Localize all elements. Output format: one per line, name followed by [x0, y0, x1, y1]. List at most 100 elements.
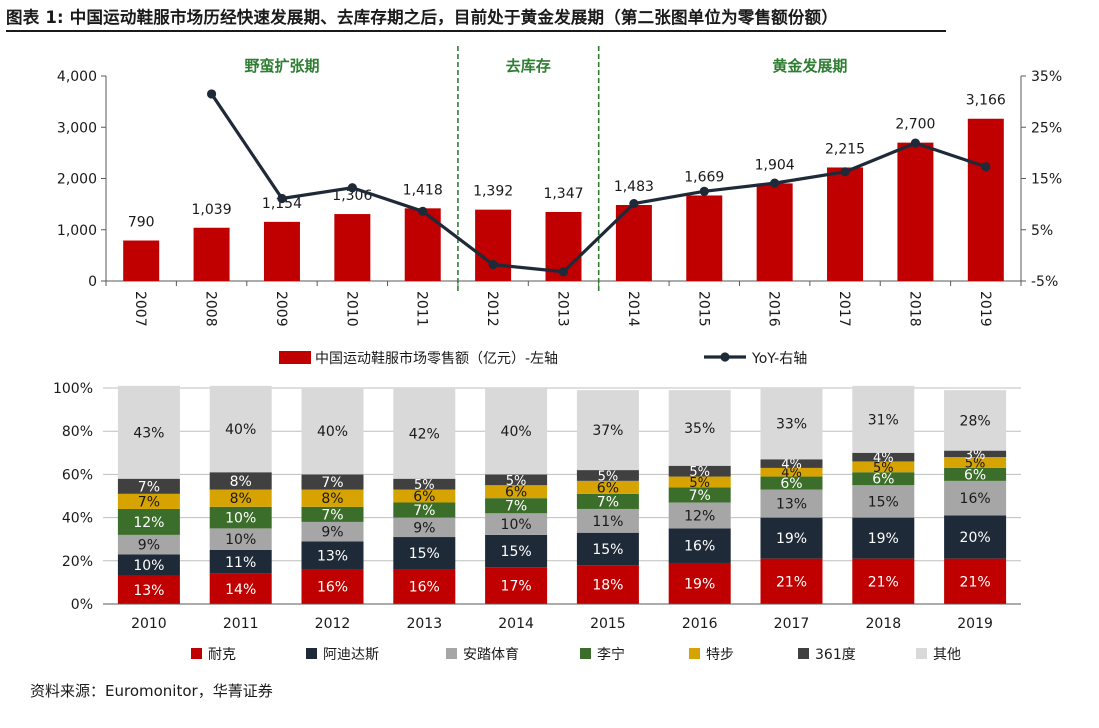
- yoy-point: [629, 199, 639, 209]
- share-segment: [485, 567, 548, 604]
- share-data-label: 13%: [317, 548, 348, 564]
- left-tick-label: 3,000: [57, 120, 97, 136]
- sales-bar: [193, 227, 230, 281]
- share-data-label: 16%: [960, 491, 991, 507]
- x-tick-label: 2014: [498, 616, 534, 632]
- legend-swatch-sales: [279, 351, 311, 364]
- yoy-point: [840, 167, 850, 177]
- share-segment: [209, 506, 272, 529]
- share-data-label: 6%: [597, 480, 619, 496]
- share-segment: [301, 569, 364, 604]
- share-data-label: 40%: [225, 422, 256, 438]
- share-segment: [209, 472, 272, 490]
- share-segment: [944, 457, 1007, 468]
- share-segment: [668, 465, 731, 477]
- share-segment: [117, 508, 180, 535]
- share-segment: [944, 558, 1007, 604]
- legend-swatch: [689, 648, 700, 659]
- share-segment: [301, 388, 364, 475]
- share-data-label: 5%: [689, 465, 710, 480]
- legend-label: 其他: [933, 647, 961, 663]
- share-segment: [668, 528, 731, 563]
- share-data-label: 10%: [225, 511, 256, 527]
- share-data-label: 6%: [413, 489, 435, 505]
- share-data-label: 7%: [321, 475, 343, 491]
- share-segment: [485, 388, 548, 475]
- share-data-label: 7%: [689, 488, 711, 504]
- share-segment: [944, 450, 1007, 458]
- share-data-label: 5%: [965, 457, 986, 472]
- share-segment: [393, 517, 456, 538]
- share-segment: [576, 480, 639, 494]
- share-segment: [760, 476, 823, 490]
- share-data-label: 7%: [505, 499, 527, 515]
- left-tick-label: 0: [88, 274, 97, 290]
- share-data-label: 9%: [321, 525, 343, 541]
- share-data-label: 12%: [684, 508, 715, 524]
- share-segment: [576, 532, 639, 566]
- share-segment: [668, 487, 731, 503]
- left-tick-label: 4,000: [57, 69, 97, 85]
- share-segment: [301, 521, 364, 542]
- share-data-label: 19%: [776, 531, 807, 547]
- share-data-label: 15%: [501, 544, 532, 560]
- share-segment: [760, 388, 823, 460]
- x-tick-label: 2010: [131, 616, 167, 632]
- share-data-label: 13%: [776, 497, 807, 513]
- right-tick-label: -5%: [1031, 274, 1058, 290]
- share-segment: [117, 478, 180, 494]
- share-data-label: 21%: [960, 574, 991, 590]
- sales-bar: [827, 167, 864, 281]
- share-segment: [485, 513, 548, 535]
- yoy-point: [981, 162, 991, 172]
- share-segment: [393, 388, 456, 479]
- legend-label: 安踏体育: [463, 647, 519, 663]
- x-tick-label: 2018: [906, 291, 922, 327]
- legend-swatch-yoy-marker: [720, 352, 730, 362]
- share-segment: [576, 390, 639, 471]
- share-segment: [117, 575, 180, 604]
- share-data-label: 5%: [598, 469, 619, 484]
- share-segment: [852, 452, 915, 462]
- share-segment: [301, 489, 364, 507]
- retail-sales-chart: 0 1,000 2,000 3,000 4,000 -5% 5% 15% 25% 35% 2007 2…: [57, 46, 1062, 367]
- share-segment: [393, 537, 456, 570]
- legend-label: 阿迪达斯: [323, 647, 379, 663]
- right-tick-label: 5%: [1031, 223, 1053, 239]
- share-segment: [852, 485, 915, 518]
- y-tick-label: 0%: [71, 597, 93, 613]
- sales-bar: [263, 221, 300, 281]
- x-tick-label: 2015: [590, 616, 626, 632]
- share-data-label: 16%: [684, 539, 715, 555]
- share-data-label: 7%: [138, 494, 160, 510]
- share-data-label: 6%: [780, 476, 802, 492]
- share-data-label: 5%: [689, 476, 710, 491]
- share-data-label: 13%: [133, 583, 164, 599]
- y-tick-label: 40%: [62, 511, 93, 527]
- yoy-point: [558, 267, 569, 277]
- share-segment: [209, 528, 272, 550]
- share-segment: [301, 506, 364, 522]
- legend-swatch: [446, 648, 457, 659]
- legend-swatch: [798, 648, 809, 659]
- share-data-label: 10%: [133, 558, 164, 574]
- share-data-label: 8%: [230, 474, 252, 490]
- sales-data-label: 1,669: [684, 169, 724, 185]
- share-data-label: 14%: [225, 582, 256, 598]
- share-data-label: 12%: [133, 515, 164, 531]
- x-tick-label: 2013: [555, 291, 571, 327]
- figure-title: 图表 1: 中国运动鞋服市场历经快速发展期、去库存期之后，目前处于黄金发展期（第…: [6, 8, 838, 27]
- share-data-label: 4%: [781, 458, 802, 473]
- share-segment: [485, 534, 548, 568]
- x-tick-label: 2016: [682, 616, 718, 632]
- share-segment: [485, 474, 548, 486]
- sales-data-label: 1,039: [192, 202, 232, 218]
- x-tick-label: 2011: [223, 616, 259, 632]
- legend-label: 特步: [706, 647, 734, 663]
- phase-label: 去库存: [506, 57, 551, 75]
- share-segment: [944, 467, 1007, 481]
- sales-bar: [756, 183, 793, 281]
- share-segment: [760, 489, 823, 518]
- share-segment: [117, 385, 180, 479]
- share-data-label: 16%: [317, 580, 348, 596]
